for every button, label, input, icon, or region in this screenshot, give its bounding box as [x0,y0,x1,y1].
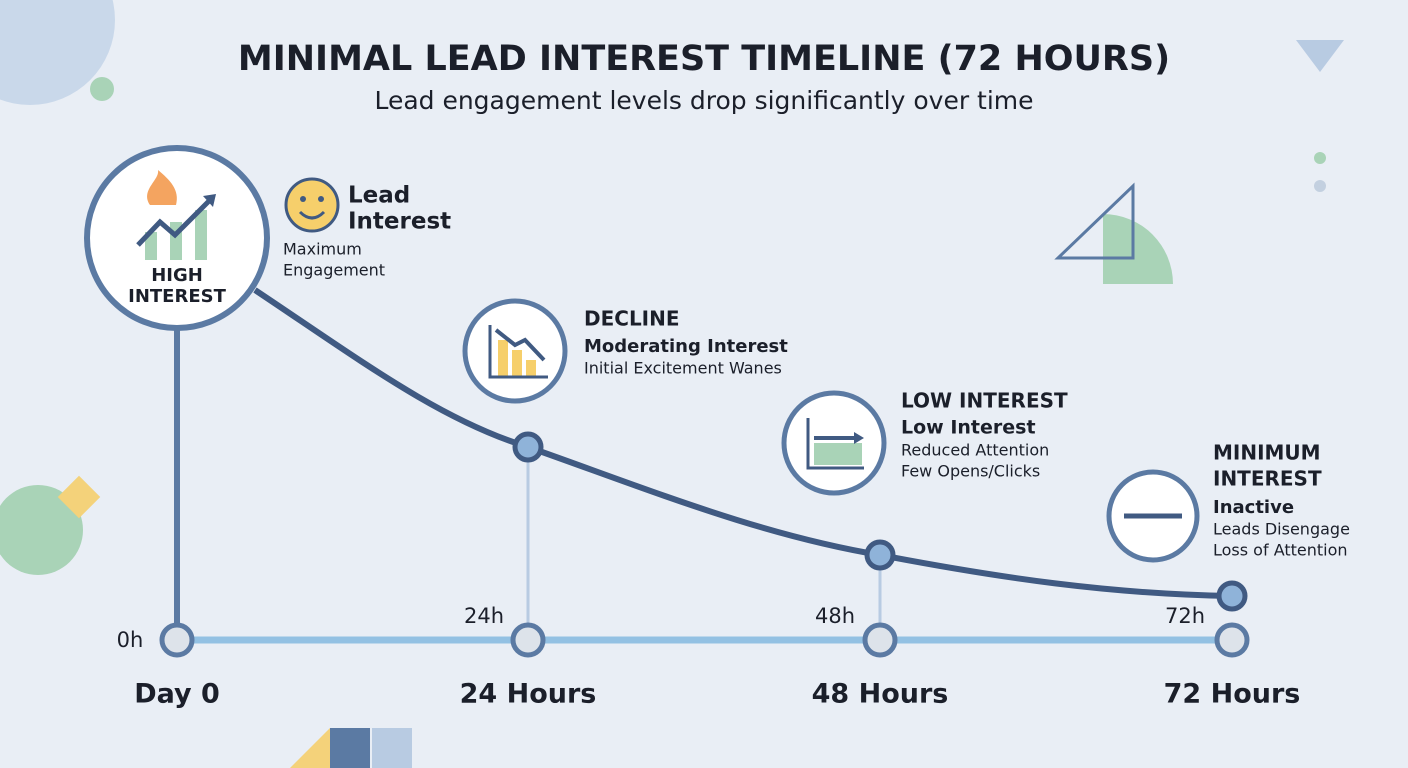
stage-heading: Lead [348,183,410,209]
stage-heading: DECLINE [584,307,680,331]
stage-subheading: Low Interest [901,417,1036,439]
icon [806,418,864,470]
axis-nodes [159,622,1250,658]
stage-detail: Engagement [283,261,385,280]
tick-label: 72h [1165,604,1205,628]
smiley [284,177,340,233]
icon [488,325,548,379]
stage-subheading: Inactive [1213,497,1294,518]
stage-heading: LOW INTEREST [901,389,1068,413]
decorations [0,0,1344,768]
stage-heading: MINIMUM [1213,441,1321,465]
tick-labels: 0h 24h 48h 72h [117,604,1205,652]
stage-detail: Reduced Attention [901,441,1049,460]
subtitle: Lead engagement levels drop significantl… [374,86,1033,115]
stage-heading: Interest [348,209,451,235]
stage-heading: INTEREST [1213,467,1322,491]
badge-text: HIGH [151,265,203,286]
axis-labels: Day 0 24 Hours 48 Hours 72 Hours [134,679,1300,710]
stage-subheading: Moderating Interest [584,336,788,357]
tick-label: 0h [117,628,144,652]
stage-detail: Few Opens/Clicks [901,462,1040,481]
badge-text: INTEREST [128,286,226,307]
tick-label: 24h [464,604,504,628]
title: MINIMAL LEAD INTEREST TIMELINE (72 HOURS… [238,39,1170,79]
axis-label: Day 0 [134,679,220,710]
axis-label: 24 Hours [460,679,597,710]
curve-nodes [512,431,1248,612]
stage-detail: Maximum [283,240,362,259]
axis-label: 72 Hours [1164,679,1301,710]
tick-label: 48h [815,604,855,628]
stage-detail: Loss of Attention [1213,541,1348,560]
axis-label: 48 Hours [812,679,949,710]
stage-detail: Initial Excitement Wanes [584,359,782,378]
stage-detail: Leads Disengage [1213,520,1350,539]
icon [136,170,216,260]
interest-curve [253,287,1233,599]
